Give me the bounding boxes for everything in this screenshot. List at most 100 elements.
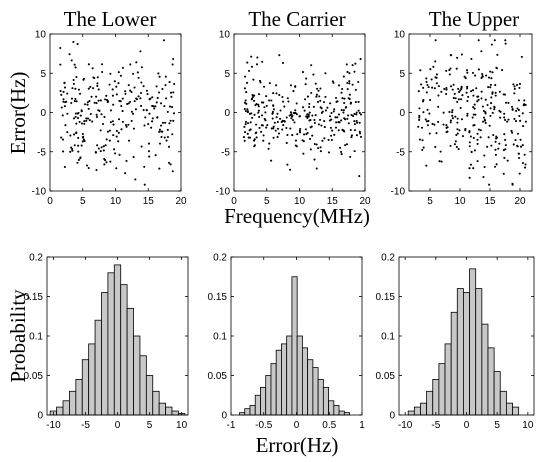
data-point [103, 157, 106, 160]
data-point [244, 123, 247, 126]
data-point [301, 71, 304, 74]
data-point [295, 113, 298, 116]
data-point [523, 153, 526, 156]
x-tick-label: 5 [147, 420, 153, 431]
data-point [466, 87, 469, 90]
data-point [279, 109, 282, 112]
data-point [168, 81, 171, 84]
data-point [498, 90, 501, 93]
data-point [476, 95, 479, 98]
data-point [502, 172, 505, 175]
data-point [125, 125, 128, 128]
data-point [348, 72, 351, 75]
data-point [479, 129, 482, 132]
data-point [129, 100, 132, 103]
data-point [302, 152, 305, 155]
data-point [253, 139, 256, 142]
data-point [457, 87, 460, 90]
data-point [275, 116, 278, 119]
data-point [426, 124, 429, 127]
data-point [513, 85, 516, 88]
data-point [145, 89, 148, 92]
data-point [473, 149, 476, 152]
data-point [293, 112, 296, 115]
data-point [158, 167, 161, 170]
data-point [427, 86, 430, 89]
data-point [140, 145, 143, 148]
data-point [515, 83, 519, 86]
data-point [358, 175, 361, 178]
data-point [252, 78, 255, 81]
data-point [281, 61, 285, 64]
data-point [79, 114, 82, 117]
data-point [419, 69, 422, 72]
data-point [311, 134, 314, 137]
data-point [513, 92, 516, 95]
data-point [167, 145, 171, 148]
data-point [486, 145, 489, 148]
data-point [308, 106, 311, 109]
data-point [294, 85, 297, 88]
x-tick-label: -5 [81, 420, 90, 431]
data-point [343, 102, 346, 105]
data-point [255, 63, 259, 66]
data-point [484, 98, 487, 101]
data-point [313, 121, 316, 125]
data-point [77, 88, 80, 91]
data-point [476, 132, 479, 135]
data-point [481, 105, 484, 108]
data-point [167, 161, 171, 164]
data-point [431, 86, 434, 89]
data-point [471, 71, 475, 74]
data-point [329, 126, 332, 129]
data-point [139, 97, 142, 100]
y-axis-label-probability: Probability [6, 289, 30, 383]
data-point [502, 93, 505, 96]
data-point [463, 75, 466, 78]
data-point [108, 139, 111, 142]
data-point [126, 102, 129, 106]
histogram-bar [254, 394, 261, 416]
data-point [455, 67, 458, 70]
data-point [93, 101, 96, 104]
data-point [151, 120, 154, 123]
data-point [504, 138, 507, 142]
data-point [156, 96, 159, 100]
data-point [109, 160, 112, 163]
data-point [276, 112, 279, 115]
data-point [420, 126, 424, 129]
data-point [87, 63, 90, 66]
data-point [449, 144, 452, 147]
data-point [95, 113, 98, 116]
data-point [519, 119, 522, 122]
data-point [60, 93, 63, 96]
data-point [422, 146, 425, 149]
data-point [63, 105, 66, 108]
x-tick-label: 20 [359, 196, 371, 207]
data-point [357, 80, 360, 84]
data-point [246, 132, 249, 135]
data-point [476, 160, 479, 163]
data-point [70, 97, 74, 100]
data-point [468, 145, 471, 148]
data-point [115, 167, 118, 170]
data-point [115, 85, 118, 88]
data-point [244, 99, 247, 102]
data-point [264, 111, 267, 114]
data-point [319, 146, 322, 149]
data-point [517, 108, 520, 111]
data-point [135, 61, 138, 64]
data-point [294, 139, 298, 142]
data-point [272, 136, 275, 139]
data-point [120, 105, 123, 108]
histogram-bar [493, 371, 501, 416]
data-point [251, 95, 254, 99]
data-point [491, 71, 494, 74]
data-point [358, 111, 361, 114]
data-point [327, 138, 330, 141]
data-point [357, 100, 360, 104]
data-point [477, 39, 480, 42]
data-point [518, 86, 521, 89]
data-point [503, 133, 506, 136]
data-point [518, 82, 522, 85]
